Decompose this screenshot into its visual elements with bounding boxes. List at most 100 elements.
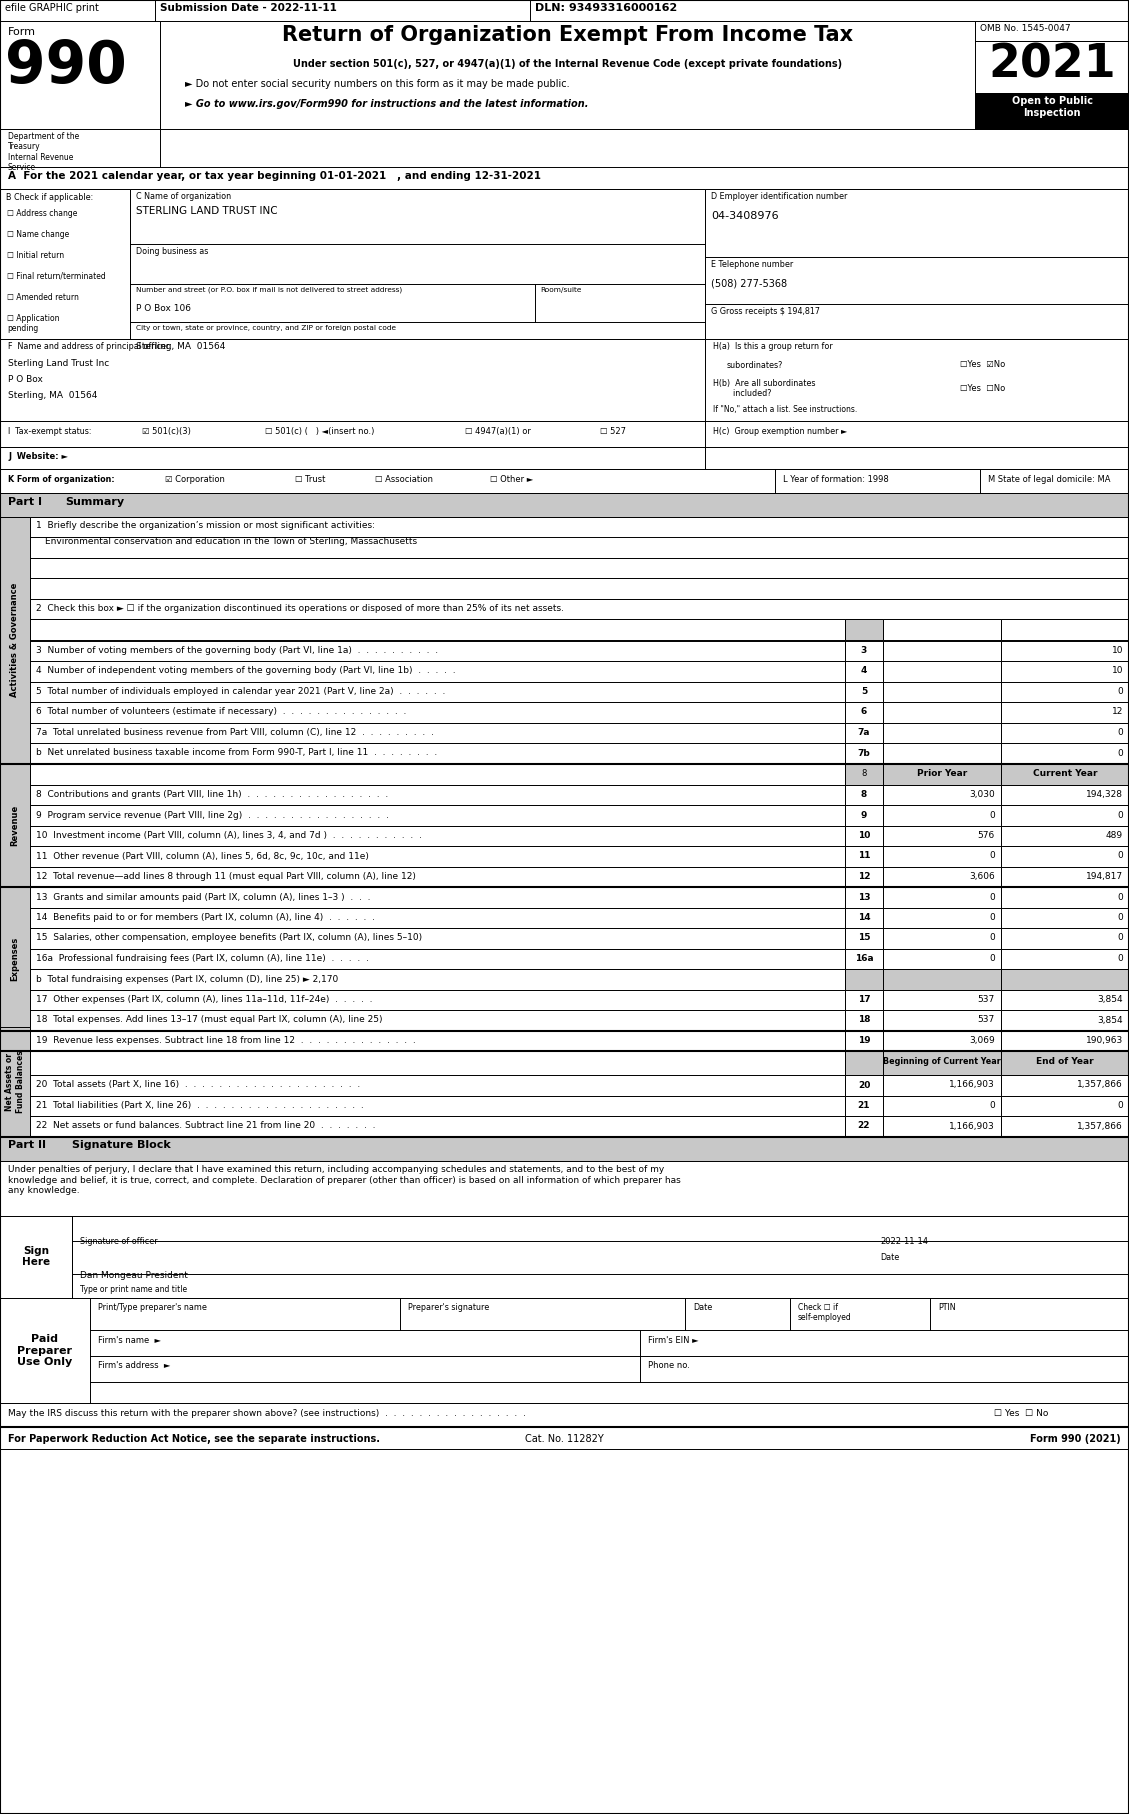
Text: 0: 0	[989, 811, 995, 820]
Text: Number and street (or P.O. box if mail is not delivered to street address): Number and street (or P.O. box if mail i…	[135, 287, 402, 294]
Text: 14  Benefits paid to or for members (Part IX, column (A), line 4)  .  .  .  .  .: 14 Benefits paid to or for members (Part…	[36, 912, 375, 922]
Bar	[0, 421, 1129, 446]
Bar	[883, 1050, 1001, 1076]
Text: Prior Year: Prior Year	[917, 769, 968, 778]
Text: I  Tax-exempt status:: I Tax-exempt status:	[8, 426, 91, 435]
Text: Firm's name  ►: Firm's name ►	[98, 1335, 161, 1344]
Bar	[30, 805, 844, 825]
Bar	[30, 722, 844, 744]
Text: B Check if applicable:: B Check if applicable:	[6, 192, 94, 201]
Bar	[844, 722, 883, 744]
Text: Firm's address  ►: Firm's address ►	[98, 1362, 170, 1371]
Text: 8: 8	[861, 769, 867, 778]
Text: 21  Total liabilities (Part X, line 26)  .  .  .  .  .  .  .  .  .  .  .  .  .  : 21 Total liabilities (Part X, line 26) .…	[36, 1101, 364, 1110]
Text: Check ☐ if
self-employed: Check ☐ if self-employed	[798, 1302, 851, 1322]
Bar	[844, 907, 883, 929]
Text: Submission Date - 2022-11-11: Submission Date - 2022-11-11	[160, 4, 336, 13]
Bar	[30, 559, 1129, 579]
Bar	[844, 784, 883, 805]
Text: 18  Total expenses. Add lines 13–17 (must equal Part IX, column (A), line 25): 18 Total expenses. Add lines 13–17 (must…	[36, 1016, 383, 1025]
Text: 0: 0	[1118, 851, 1123, 860]
Text: 11: 11	[858, 851, 870, 860]
Text: M State of legal domicile: MA: M State of legal domicile: MA	[988, 475, 1111, 484]
Bar	[975, 42, 1129, 93]
Bar	[0, 1426, 1129, 1449]
Text: 1  Briefly describe the organization’s mission or most significant activities:: 1 Briefly describe the organization’s mi…	[36, 521, 375, 530]
Text: ☐ 527: ☐ 527	[599, 426, 625, 435]
Bar	[30, 784, 844, 805]
Text: b  Net unrelated business taxable income from Form 990-T, Part I, line 11  .  . : b Net unrelated business taxable income …	[36, 749, 437, 758]
Text: 6  Total number of volunteers (estimate if necessary)  .  .  .  .  .  .  .  .  .: 6 Total number of volunteers (estimate i…	[36, 707, 406, 717]
Text: 537: 537	[978, 1016, 995, 1025]
Text: 0: 0	[1118, 688, 1123, 697]
Bar	[1001, 744, 1129, 764]
Text: G Gross receipts $ 194,817: G Gross receipts $ 194,817	[711, 307, 820, 316]
Text: 7a  Total unrelated business revenue from Part VIII, column (C), line 12  .  .  : 7a Total unrelated business revenue from…	[36, 727, 434, 736]
Bar	[1001, 1076, 1129, 1096]
Bar	[1001, 1050, 1129, 1076]
Text: Paid
Preparer
Use Only: Paid Preparer Use Only	[17, 1335, 72, 1368]
Text: H(b)  Are all subordinates
        included?: H(b) Are all subordinates included?	[714, 379, 815, 399]
Bar	[30, 1116, 844, 1137]
Text: STERLING LAND TRUST INC: STERLING LAND TRUST INC	[135, 207, 278, 216]
Text: 1,166,903: 1,166,903	[949, 1081, 995, 1090]
Text: 19: 19	[858, 1036, 870, 1045]
Text: 17  Other expenses (Part IX, column (A), lines 11a–11d, 11f–24e)  .  .  .  .  .: 17 Other expenses (Part IX, column (A), …	[36, 996, 373, 1003]
Bar	[844, 682, 883, 702]
Text: A  For the 2021 calendar year, or tax year beginning 01-01-2021   , and ending 1: A For the 2021 calendar year, or tax yea…	[8, 171, 541, 181]
Bar	[844, 1076, 883, 1096]
Text: 5  Total number of individuals employed in calendar year 2021 (Part V, line 2a) : 5 Total number of individuals employed i…	[36, 688, 445, 697]
Bar	[1001, 907, 1129, 929]
Text: 0: 0	[989, 851, 995, 860]
Bar	[30, 1096, 844, 1116]
Bar	[844, 845, 883, 867]
Bar	[30, 969, 844, 989]
Bar	[844, 1050, 883, 1076]
Text: Print/Type preparer's name: Print/Type preparer's name	[98, 1302, 207, 1312]
Bar	[883, 1096, 1001, 1116]
Bar	[883, 845, 1001, 867]
Bar	[883, 1030, 1001, 1050]
Text: ☐ Address change: ☐ Address change	[7, 209, 78, 218]
Bar	[975, 93, 1129, 129]
Bar	[883, 867, 1001, 887]
Bar	[30, 764, 844, 784]
Bar	[975, 22, 1129, 129]
Text: (508) 277-5368: (508) 277-5368	[711, 279, 787, 288]
Text: b  Total fundraising expenses (Part IX, column (D), line 25) ► 2,170: b Total fundraising expenses (Part IX, c…	[36, 974, 339, 983]
Bar	[30, 744, 844, 764]
Bar	[844, 764, 883, 784]
Text: C Name of organization: C Name of organization	[135, 192, 231, 201]
Bar	[0, 1215, 72, 1297]
Text: H(a)  Is this a group return for: H(a) Is this a group return for	[714, 343, 833, 350]
Bar	[0, 1161, 1129, 1215]
Text: Part II: Part II	[8, 1141, 46, 1150]
Bar	[30, 702, 844, 722]
Text: 19  Revenue less expenses. Subtract line 18 from line 12  .  .  .  .  .  .  .  .: 19 Revenue less expenses. Subtract line …	[36, 1036, 415, 1045]
Text: 0: 0	[1118, 749, 1123, 758]
Bar	[1001, 867, 1129, 887]
Text: Type or print name and title: Type or print name and title	[80, 1286, 187, 1295]
Bar	[1001, 969, 1129, 989]
Text: ☐ Other ►: ☐ Other ►	[490, 475, 533, 484]
Text: Date: Date	[693, 1302, 712, 1312]
Text: Signature Block: Signature Block	[72, 1141, 170, 1150]
Text: ☐Yes  ☐No: ☐Yes ☐No	[960, 385, 1005, 394]
Bar	[844, 620, 883, 640]
Text: 5: 5	[861, 688, 867, 697]
Text: Room/suite: Room/suite	[540, 287, 581, 294]
Text: Signature of officer: Signature of officer	[80, 1237, 158, 1246]
Text: ☐ 4947(a)(1) or: ☐ 4947(a)(1) or	[465, 426, 531, 435]
Text: 2022-11-14: 2022-11-14	[879, 1237, 928, 1246]
Bar	[883, 1076, 1001, 1096]
Bar	[975, 22, 1129, 42]
Bar	[883, 702, 1001, 722]
Text: 8: 8	[861, 791, 867, 798]
Text: Part I: Part I	[8, 497, 42, 506]
Text: Department of the
Treasury
Internal Revenue
Service: Department of the Treasury Internal Reve…	[8, 132, 79, 172]
Text: Net Assets or
Fund Balances: Net Assets or Fund Balances	[6, 1050, 25, 1114]
Bar	[883, 660, 1001, 682]
Bar	[0, 339, 704, 421]
Bar	[883, 949, 1001, 969]
Bar	[883, 1010, 1001, 1030]
